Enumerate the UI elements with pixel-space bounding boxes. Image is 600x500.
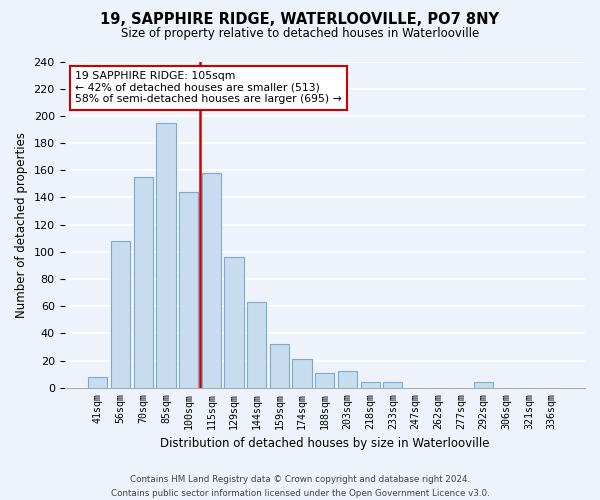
Bar	[270, 344, 289, 388]
Bar	[179, 192, 198, 388]
Text: Contains HM Land Registry data © Crown copyright and database right 2024.
Contai: Contains HM Land Registry data © Crown c…	[110, 476, 490, 498]
Bar	[338, 372, 357, 388]
Bar	[247, 302, 266, 388]
X-axis label: Distribution of detached houses by size in Waterlooville: Distribution of detached houses by size …	[160, 437, 490, 450]
Text: 19, SAPPHIRE RIDGE, WATERLOOVILLE, PO7 8NY: 19, SAPPHIRE RIDGE, WATERLOOVILLE, PO7 8…	[101, 12, 499, 28]
Text: Size of property relative to detached houses in Waterlooville: Size of property relative to detached ho…	[121, 28, 479, 40]
Bar	[383, 382, 403, 388]
Bar	[202, 173, 221, 388]
Bar	[156, 122, 176, 388]
Bar	[224, 258, 244, 388]
Bar	[474, 382, 493, 388]
Bar	[111, 241, 130, 388]
Bar	[361, 382, 380, 388]
Bar	[134, 177, 153, 388]
Y-axis label: Number of detached properties: Number of detached properties	[15, 132, 28, 318]
Bar	[88, 377, 107, 388]
Bar	[292, 360, 312, 388]
Text: 19 SAPPHIRE RIDGE: 105sqm
← 42% of detached houses are smaller (513)
58% of semi: 19 SAPPHIRE RIDGE: 105sqm ← 42% of detac…	[75, 72, 341, 104]
Bar	[315, 373, 334, 388]
